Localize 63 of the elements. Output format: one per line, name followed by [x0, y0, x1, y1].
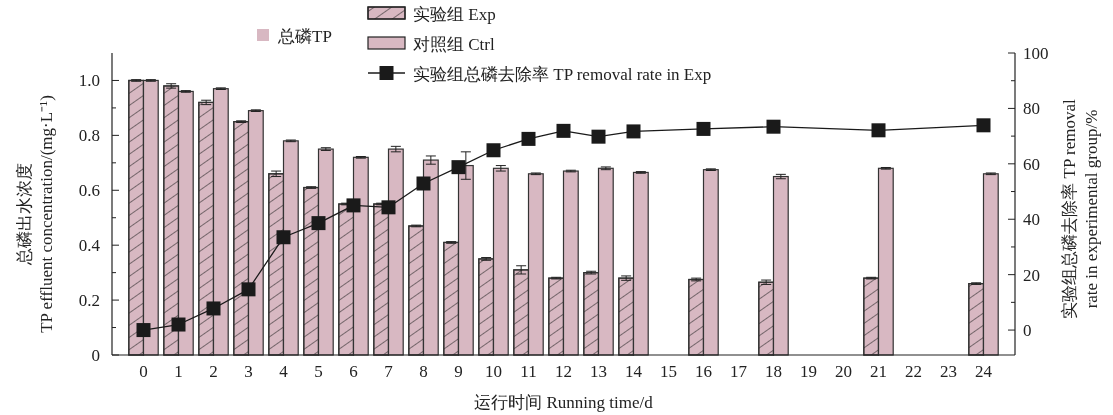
y2-tick-label: 40: [1023, 210, 1040, 230]
x-tick-label: 19: [800, 362, 817, 381]
x-tick-label: 17: [730, 362, 748, 381]
x-tick-label: 22: [905, 362, 922, 381]
legend-label: 实验组 Exp: [413, 5, 496, 24]
point: [206, 301, 221, 316]
point: [486, 143, 501, 158]
point: [521, 131, 536, 146]
point: [241, 282, 256, 297]
x-tick-label: 3: [244, 362, 253, 381]
point: [451, 160, 466, 175]
x-tick-label: 15: [660, 362, 677, 381]
y2-tick-label: 0: [1023, 321, 1032, 341]
point: [626, 124, 641, 139]
y2-tick-label: 20: [1023, 265, 1040, 285]
point: [976, 118, 991, 133]
y-tick-label: 0.4: [78, 236, 101, 256]
y2-tick-label: 60: [1023, 154, 1040, 174]
x-tick-label: 21: [870, 362, 887, 381]
x-axis-title: 运行时间 Running time/d: [474, 393, 654, 412]
x-tick-label: 8: [419, 362, 428, 381]
legend-title: 总磷TP: [277, 27, 332, 46]
legend-label: 实验组总磷去除率 TP removal rate in Exp: [413, 65, 712, 84]
x-tick-label: 12: [555, 362, 572, 381]
y2-tick-label: 80: [1023, 99, 1040, 119]
legend-label: 对照组 Ctrl: [413, 35, 495, 54]
point: [276, 230, 291, 245]
y-tick-label: 0: [91, 346, 100, 365]
x-tick-label: 18: [765, 362, 782, 381]
point: [556, 123, 571, 138]
x-tick-label: 13: [590, 362, 607, 381]
point: [591, 129, 606, 144]
x-tick-label: 24: [975, 362, 993, 381]
x-tick-label: 23: [940, 362, 957, 381]
point: [171, 317, 186, 332]
x-tick-label: 2: [209, 362, 218, 381]
x-tick-label: 1: [174, 362, 183, 381]
x-tick-label: 6: [349, 362, 358, 381]
point: [766, 119, 781, 134]
y-tick-label: 0.8: [78, 126, 100, 146]
y-tick-label: 0.2: [78, 291, 100, 311]
x-tick-label: 11: [520, 362, 537, 381]
point: [696, 121, 711, 136]
y-axis-title: 总磷出水浓度 TP effluent concentration/(mg·L⁻¹): [15, 95, 56, 333]
point: [416, 176, 431, 191]
x-tick-label: 4: [279, 362, 289, 381]
point: [871, 123, 886, 138]
point: [136, 323, 151, 338]
x-tick-label: 20: [835, 362, 852, 381]
x-tick-label: 9: [454, 362, 463, 381]
x-tick-label: 16: [695, 362, 712, 381]
y-tick-label: 1.0: [78, 71, 100, 91]
point: [346, 198, 361, 213]
y2-axis-title: 实验组总磷去除率 TP removal rate in experimental group/%: [1060, 99, 1101, 319]
y-tick-label: 0.6: [78, 181, 100, 201]
point: [381, 200, 396, 215]
x-tick-label: 7: [384, 362, 394, 381]
x-tick-label: 5: [314, 362, 323, 381]
x-tick-label: 0: [139, 362, 148, 381]
x-tick-label: 10: [485, 362, 502, 381]
x-tick-label: 14: [625, 362, 643, 381]
point: [311, 216, 326, 231]
y2-tick-label: 100: [1023, 44, 1049, 63]
